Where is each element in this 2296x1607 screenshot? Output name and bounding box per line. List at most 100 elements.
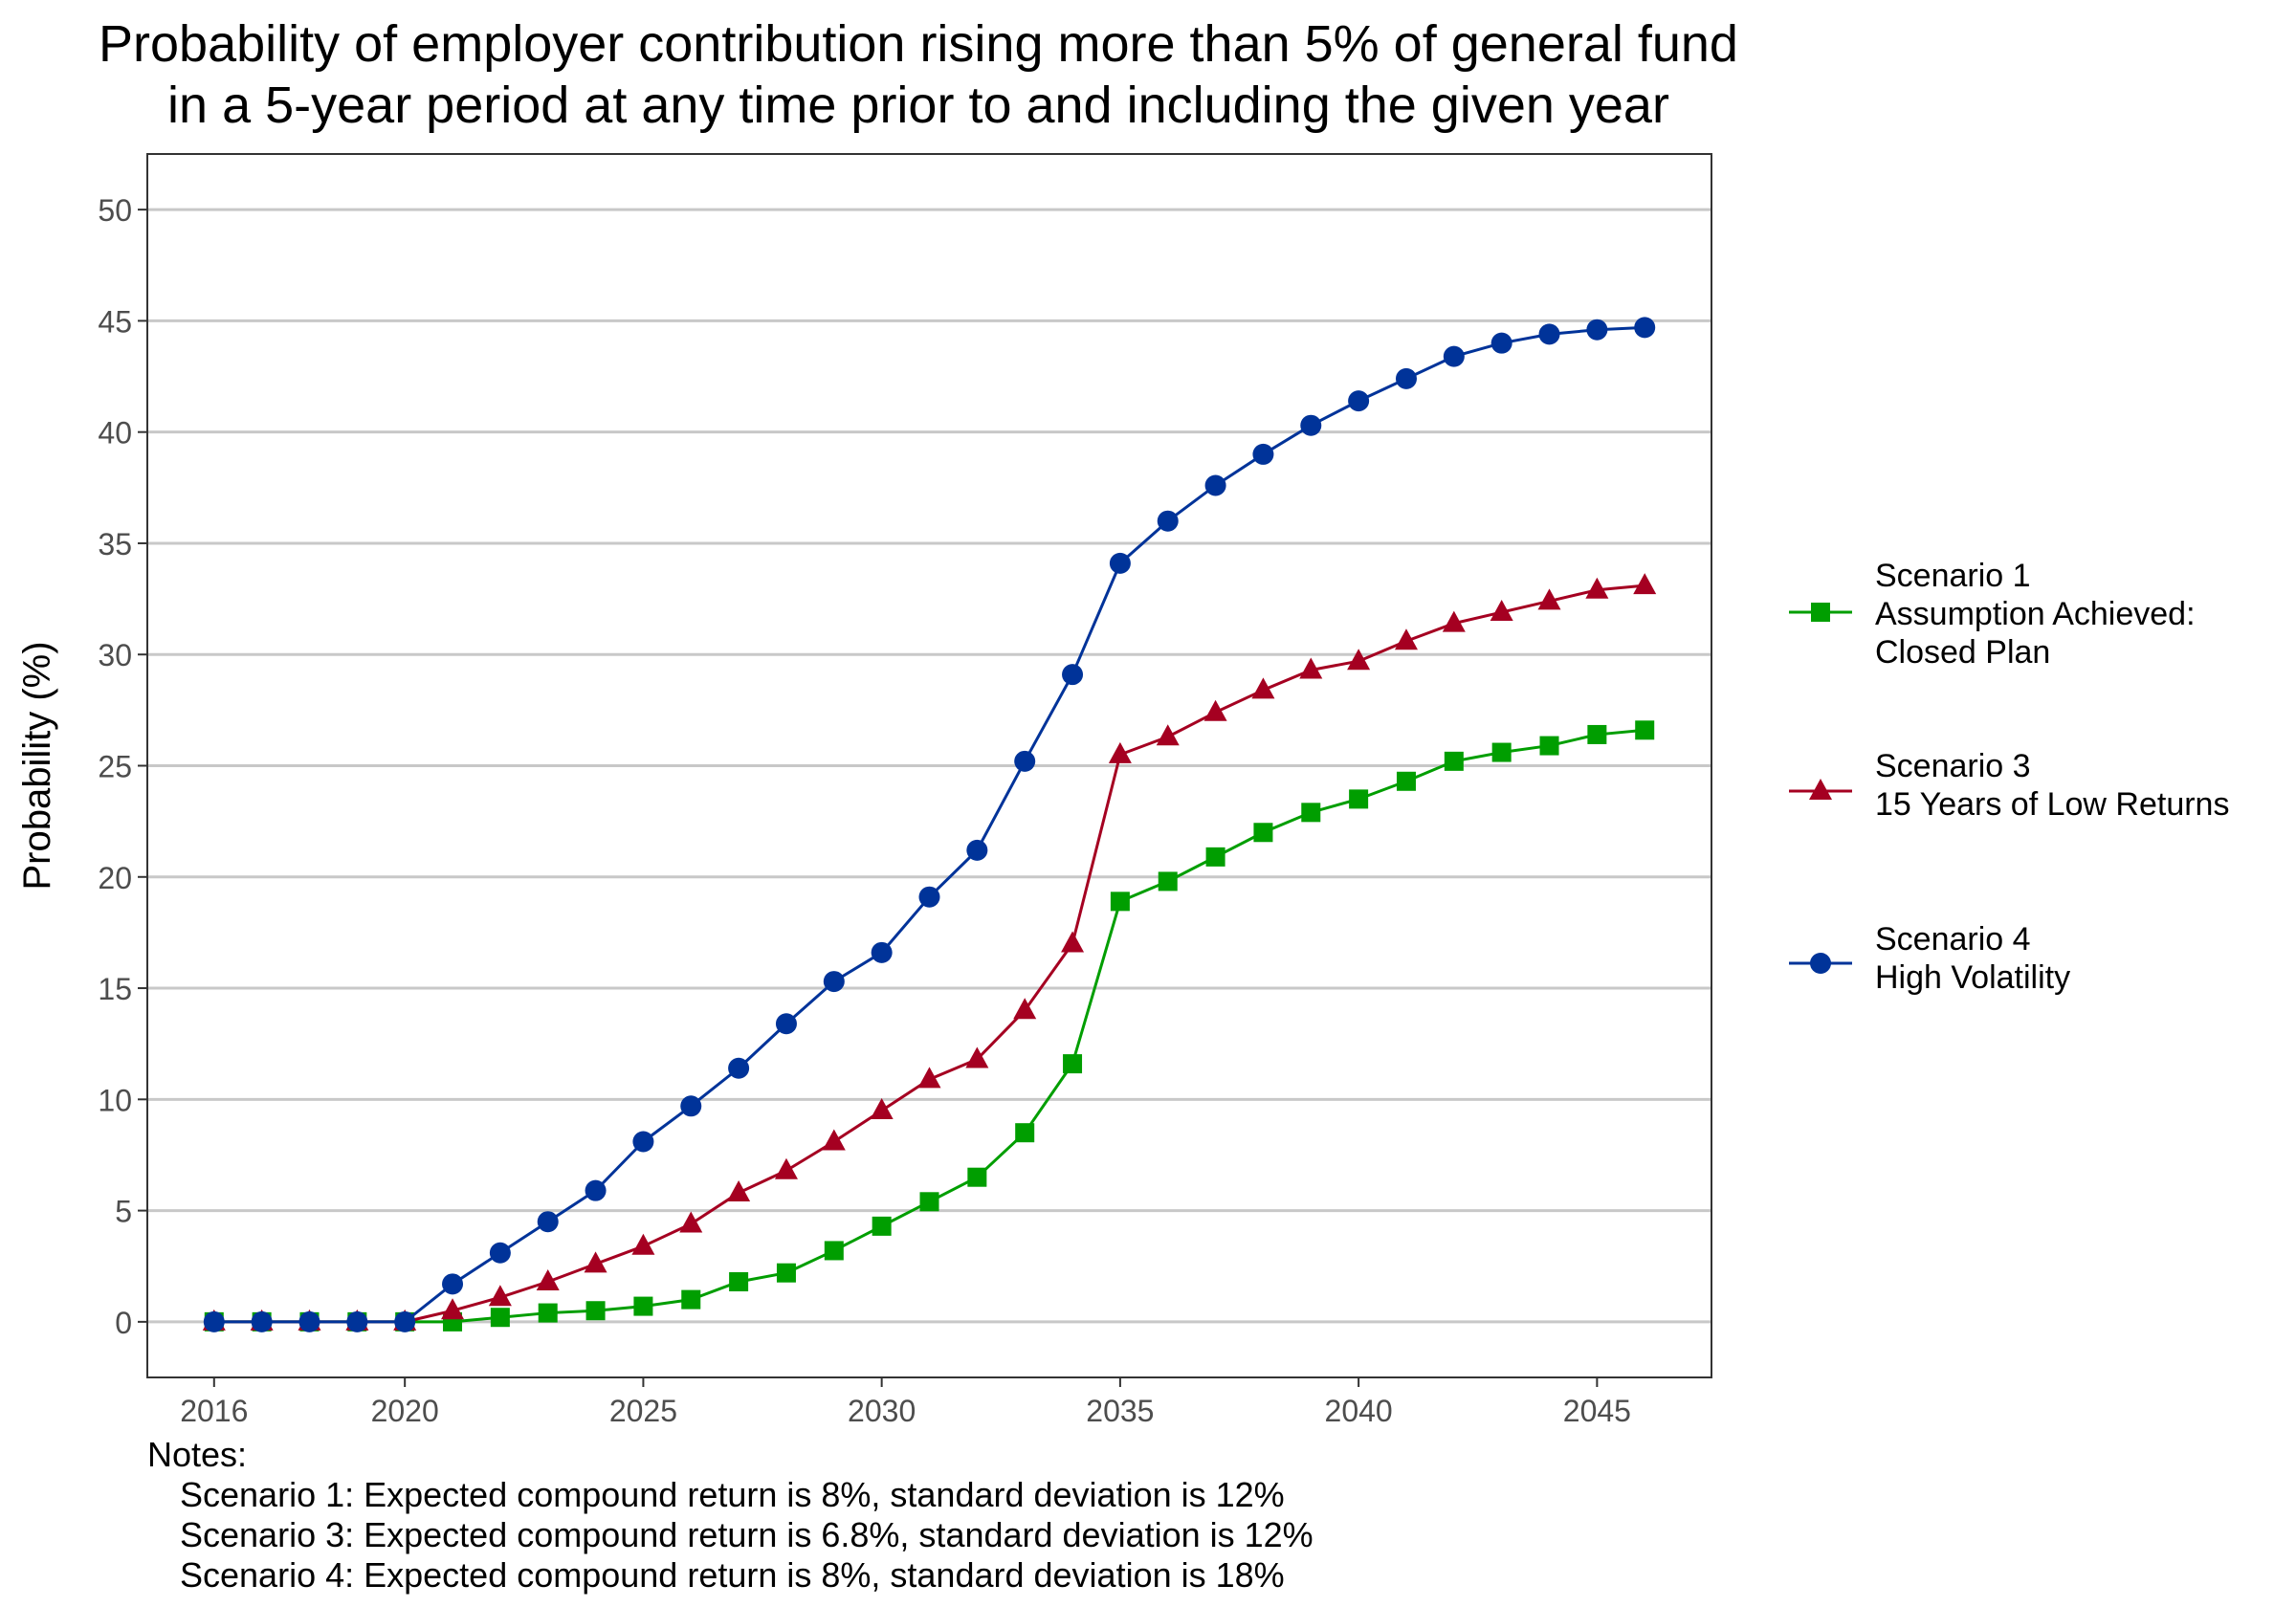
data-point [537, 1211, 559, 1233]
data-point [728, 1057, 750, 1079]
y-tick-label: 25 [98, 750, 132, 784]
data-point [631, 1233, 655, 1255]
data-point [1444, 751, 1464, 771]
data-point [919, 1192, 939, 1212]
series-scenario-4 [203, 317, 1656, 1332]
data-point [824, 1241, 844, 1261]
data-point [346, 1310, 368, 1332]
data-point [251, 1310, 273, 1332]
legend-label: Scenario 4 [1875, 921, 2031, 958]
legend-key-marker [1810, 953, 1831, 974]
data-point [1586, 319, 1608, 341]
y-tick-label: 40 [98, 416, 132, 451]
data-point [681, 1289, 701, 1310]
y-tick-label: 20 [98, 861, 132, 895]
data-point [1301, 803, 1321, 823]
data-point [774, 1157, 798, 1179]
data-point [1347, 649, 1371, 671]
y-tick-label: 30 [98, 638, 132, 672]
data-point [1395, 367, 1417, 389]
data-point [870, 1097, 894, 1119]
data-point [585, 1179, 607, 1201]
data-point [1253, 823, 1273, 843]
data-point [1299, 657, 1323, 679]
data-point [729, 1272, 749, 1292]
data-point [1015, 1123, 1035, 1143]
data-point [536, 1269, 560, 1291]
data-point [1349, 789, 1369, 809]
x-tick-label: 2030 [848, 1394, 916, 1428]
data-point [1490, 600, 1513, 622]
data-point [1634, 317, 1656, 339]
legend-label: Scenario 3 [1875, 748, 2031, 784]
data-point [680, 1095, 702, 1117]
chart-title-line: Probability of employer contribution ris… [99, 15, 1738, 73]
data-point [1491, 742, 1512, 762]
data-point [1157, 510, 1179, 532]
note-line: Scenario 1: Expected compound return is … [180, 1475, 1285, 1514]
data-point [679, 1211, 703, 1233]
data-point [1490, 332, 1512, 354]
data-point [1348, 390, 1370, 412]
data-point [1110, 892, 1130, 912]
data-point [965, 1046, 989, 1068]
data-point [917, 1067, 941, 1089]
chart-title: Probability of employer contribution ris… [57, 13, 1779, 136]
data-point [298, 1310, 320, 1332]
data-point [776, 1263, 796, 1283]
legend-key-marker [1811, 603, 1830, 622]
data-point [871, 941, 893, 963]
data-point [822, 1129, 846, 1151]
data-point [1537, 588, 1561, 610]
data-point [1394, 628, 1418, 650]
data-point [538, 1303, 558, 1323]
data-point [1108, 741, 1132, 763]
series-layer [202, 317, 1657, 1332]
data-point [1203, 699, 1227, 721]
y-tick-label: 10 [98, 1083, 132, 1117]
series-line [213, 728, 1645, 1324]
data-point [203, 1310, 225, 1332]
data-point [967, 1167, 987, 1187]
x-tick-label: 2025 [609, 1394, 677, 1428]
data-point [1109, 552, 1131, 574]
x-tick-label: 2020 [371, 1394, 439, 1428]
data-point [1538, 323, 1560, 345]
chart-title-line: in a 5-year period at any time prior to … [167, 77, 1669, 134]
data-point [872, 1216, 892, 1236]
data-point [1585, 577, 1609, 599]
y-axis-label: Probability (%) [16, 641, 58, 890]
data-point [442, 1273, 464, 1295]
data-point [1635, 720, 1655, 740]
data-point [918, 886, 940, 908]
data-point [775, 1013, 797, 1035]
data-point [1156, 724, 1180, 746]
note-line: Scenario 4: Expected compound return is … [180, 1555, 1285, 1595]
legend-label: 15 Years of Low Returns [1875, 786, 2229, 823]
x-tick-label: 2045 [1563, 1394, 1631, 1428]
legend-label: Assumption Achieved: [1875, 596, 2196, 632]
data-point [1587, 724, 1607, 744]
data-point [727, 1179, 751, 1201]
data-point [1442, 610, 1466, 632]
data-point [1204, 474, 1226, 496]
y-tick-label: 50 [98, 193, 132, 228]
data-point [1061, 931, 1085, 953]
series-scenario-3 [202, 573, 1657, 1331]
data-point [1014, 750, 1036, 772]
legend-item: Scenario 315 Years of Low Returns [1789, 748, 2229, 823]
legend-label: High Volatility [1875, 959, 2070, 996]
legend-label: Scenario 1 [1875, 558, 2031, 594]
data-point [1251, 677, 1275, 699]
data-point [1539, 736, 1559, 756]
data-point [1396, 771, 1416, 791]
data-point [1205, 847, 1225, 867]
x-tick-label: 2016 [180, 1394, 248, 1428]
y-tick-label: 15 [98, 972, 132, 1006]
data-point [490, 1308, 510, 1328]
